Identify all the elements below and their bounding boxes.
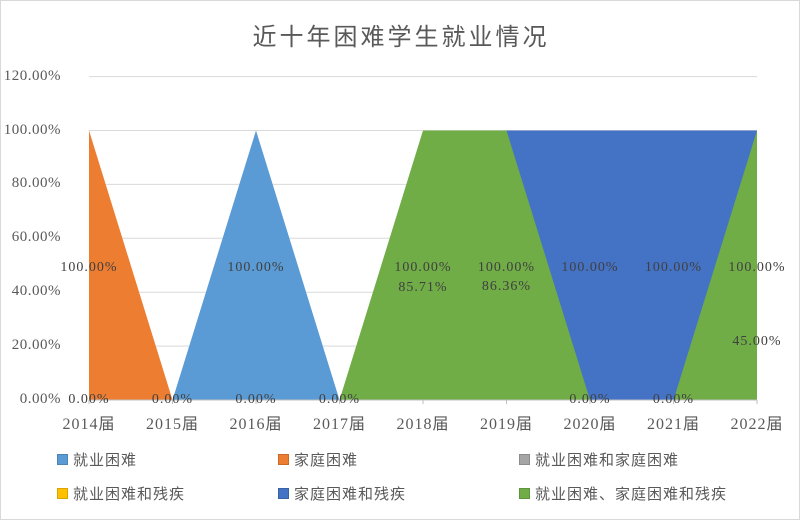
- x-axis-tick-label: 2015届: [145, 416, 200, 433]
- data-label: 0.00%: [652, 392, 695, 407]
- legend-swatch-icon: [278, 453, 289, 465]
- legend-item: 就业困难、家庭困难和残疾: [519, 483, 727, 504]
- x-axis-tick-label: 2017届: [312, 416, 367, 433]
- legend-item: 家庭困难和残疾: [278, 483, 519, 504]
- data-label: 86.36%: [481, 278, 532, 294]
- data-label: 0.00%: [235, 392, 277, 407]
- y-axis-tick-label: 0.00%: [19, 391, 61, 407]
- data-label: 0.00%: [318, 392, 361, 407]
- y-axis-tick-label: 40.00%: [11, 283, 61, 300]
- y-axis-tick-label: 20.00%: [11, 337, 61, 354]
- data-label: 100.00%: [477, 260, 536, 276]
- area-series-0: [89, 130, 340, 400]
- legend-swatch-icon: [519, 487, 530, 499]
- legend: 就业困难 家庭困难 就业困难和家庭困难就业困难和残疾 家庭困难和残疾 就业困难、家庭困难…: [57, 442, 727, 510]
- legend-item: 就业困难和残疾: [57, 483, 278, 504]
- x-axis-tick-label: 2016届: [229, 416, 283, 433]
- legend-swatch-icon: [519, 453, 530, 465]
- legend-swatch-icon: [278, 487, 289, 499]
- legend-item-label: 就业困难和残疾: [73, 486, 186, 503]
- x-axis-tick-label: 2022届: [730, 416, 784, 433]
- data-label: 45.00%: [732, 334, 782, 350]
- x-axis-tick-label: 2019届: [479, 416, 534, 433]
- legend-item: 就业困难和家庭困难: [519, 449, 727, 470]
- data-label: 0.00%: [68, 392, 110, 407]
- data-label: 100.00%: [60, 260, 118, 276]
- data-label: 100.00%: [644, 260, 703, 276]
- data-label: 0.00%: [151, 392, 194, 407]
- area-series-1: [89, 130, 340, 400]
- data-label: 100.00%: [227, 260, 285, 276]
- chart-title: 近十年困难学生就业情况: [252, 25, 550, 51]
- legend-swatch-icon: [57, 453, 68, 465]
- legend-item-label: 就业困难、家庭困难和残疾: [535, 486, 728, 503]
- legend-item-label: 家庭困难和残疾: [294, 486, 407, 503]
- legend-item: 家庭困难: [278, 449, 519, 470]
- x-axis-tick-label: 2020届: [563, 416, 617, 433]
- legend-swatch-icon: [57, 487, 68, 499]
- legend-item-label: 就业困难: [73, 452, 138, 469]
- data-label: 100.00%: [561, 260, 619, 276]
- legend-item: 就业困难: [57, 449, 278, 470]
- x-axis-tick-label: 2018届: [396, 416, 450, 433]
- data-label: 100.00%: [728, 260, 786, 276]
- legend-item-label: 家庭困难: [294, 452, 359, 469]
- y-axis-tick-label: 120.00%: [3, 67, 61, 84]
- x-axis-tick-label: 2014届: [62, 416, 116, 433]
- x-axis-tick-label: 2021届: [646, 416, 701, 433]
- data-label: 0.00%: [569, 392, 611, 407]
- y-axis-tick-label: 100.00%: [3, 121, 61, 138]
- legend-item-label: 就业困难和家庭困难: [535, 452, 680, 469]
- area-series-5: [339, 130, 757, 400]
- y-axis-tick-label: 60.00%: [11, 229, 61, 246]
- data-label: 100.00%: [394, 260, 452, 276]
- y-axis-tick-label: 80.00%: [11, 175, 61, 192]
- data-label: 85.71%: [398, 279, 448, 295]
